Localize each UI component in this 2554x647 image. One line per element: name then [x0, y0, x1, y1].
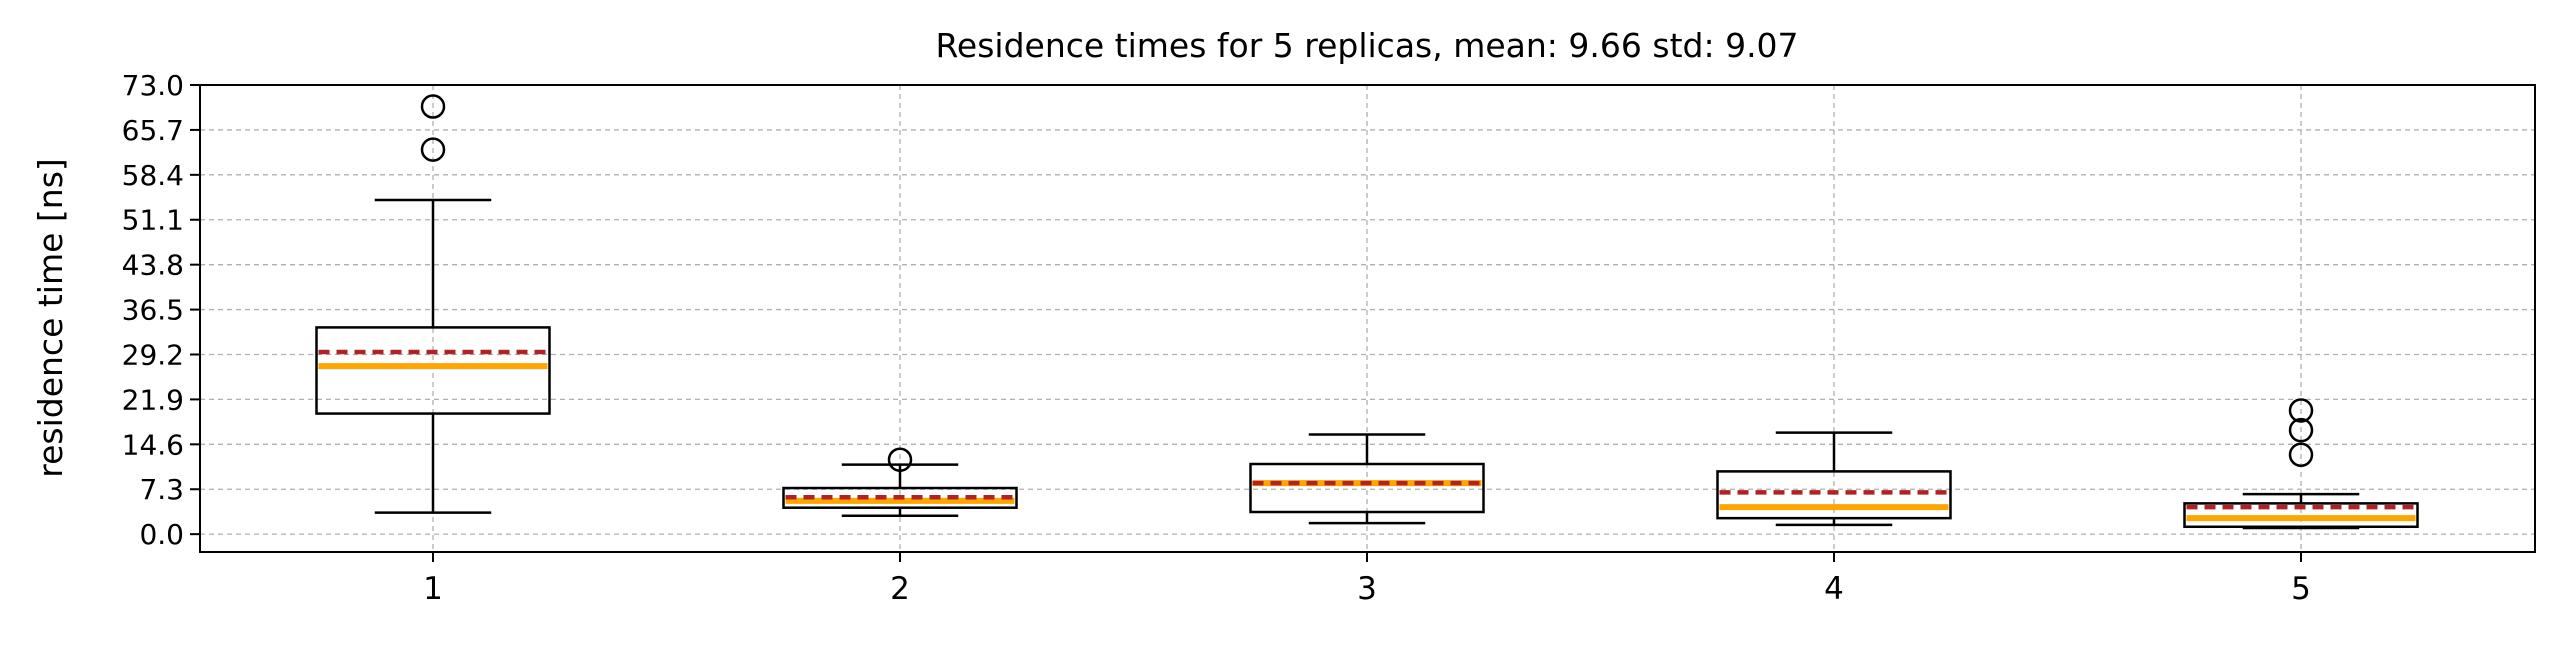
y-tick-label: 43.8 [122, 249, 184, 282]
y-tick-label: 36.5 [122, 294, 184, 327]
y-tick-label: 73.0 [122, 69, 184, 102]
y-tick-label: 65.7 [122, 114, 184, 147]
box-iqr [782, 486, 1018, 509]
box-iqr [315, 326, 551, 415]
x-tick-label: 3 [1357, 571, 1377, 607]
y-tick-label: 0.0 [139, 518, 184, 551]
box-5 [2183, 398, 2419, 530]
outlier-point [2288, 417, 2314, 443]
y-tick-label: 58.4 [122, 159, 184, 192]
y-tick-label: 51.1 [122, 204, 184, 237]
box-2 [782, 447, 1018, 517]
outlier-point [887, 447, 913, 472]
box-iqr [1716, 470, 1952, 520]
y-tick-label: 14.6 [122, 428, 184, 461]
y-tick-label: 21.9 [122, 383, 184, 416]
y-axis-label: residence time [ns] [31, 158, 70, 478]
x-tick-label: 4 [1824, 571, 1844, 607]
grid [200, 84, 2535, 552]
x-tick-label: 5 [2291, 571, 2311, 607]
box-1 [315, 94, 551, 514]
x-tick-label: 2 [890, 571, 910, 607]
y-tick-label: 29.2 [122, 338, 184, 371]
outlier-point [2288, 398, 2314, 423]
outlier-point [420, 137, 446, 162]
box-iqr [2183, 502, 2419, 529]
y-tick-label: 7.3 [139, 473, 184, 506]
boxes [315, 94, 2419, 530]
outlier-point [420, 94, 446, 119]
box-3 [1249, 433, 1485, 525]
box-4 [1716, 431, 1952, 527]
outlier-point [2288, 442, 2314, 468]
box-iqr [1249, 462, 1485, 514]
x-tick-label: 1 [423, 571, 443, 607]
chart-title: Residence times for 5 replicas, mean: 9.… [935, 26, 1798, 65]
axes: 0.0 7.3 14.6 21.9 29.2 36.5 43.8 51.1 58.4 65.7 73… [122, 69, 2311, 607]
